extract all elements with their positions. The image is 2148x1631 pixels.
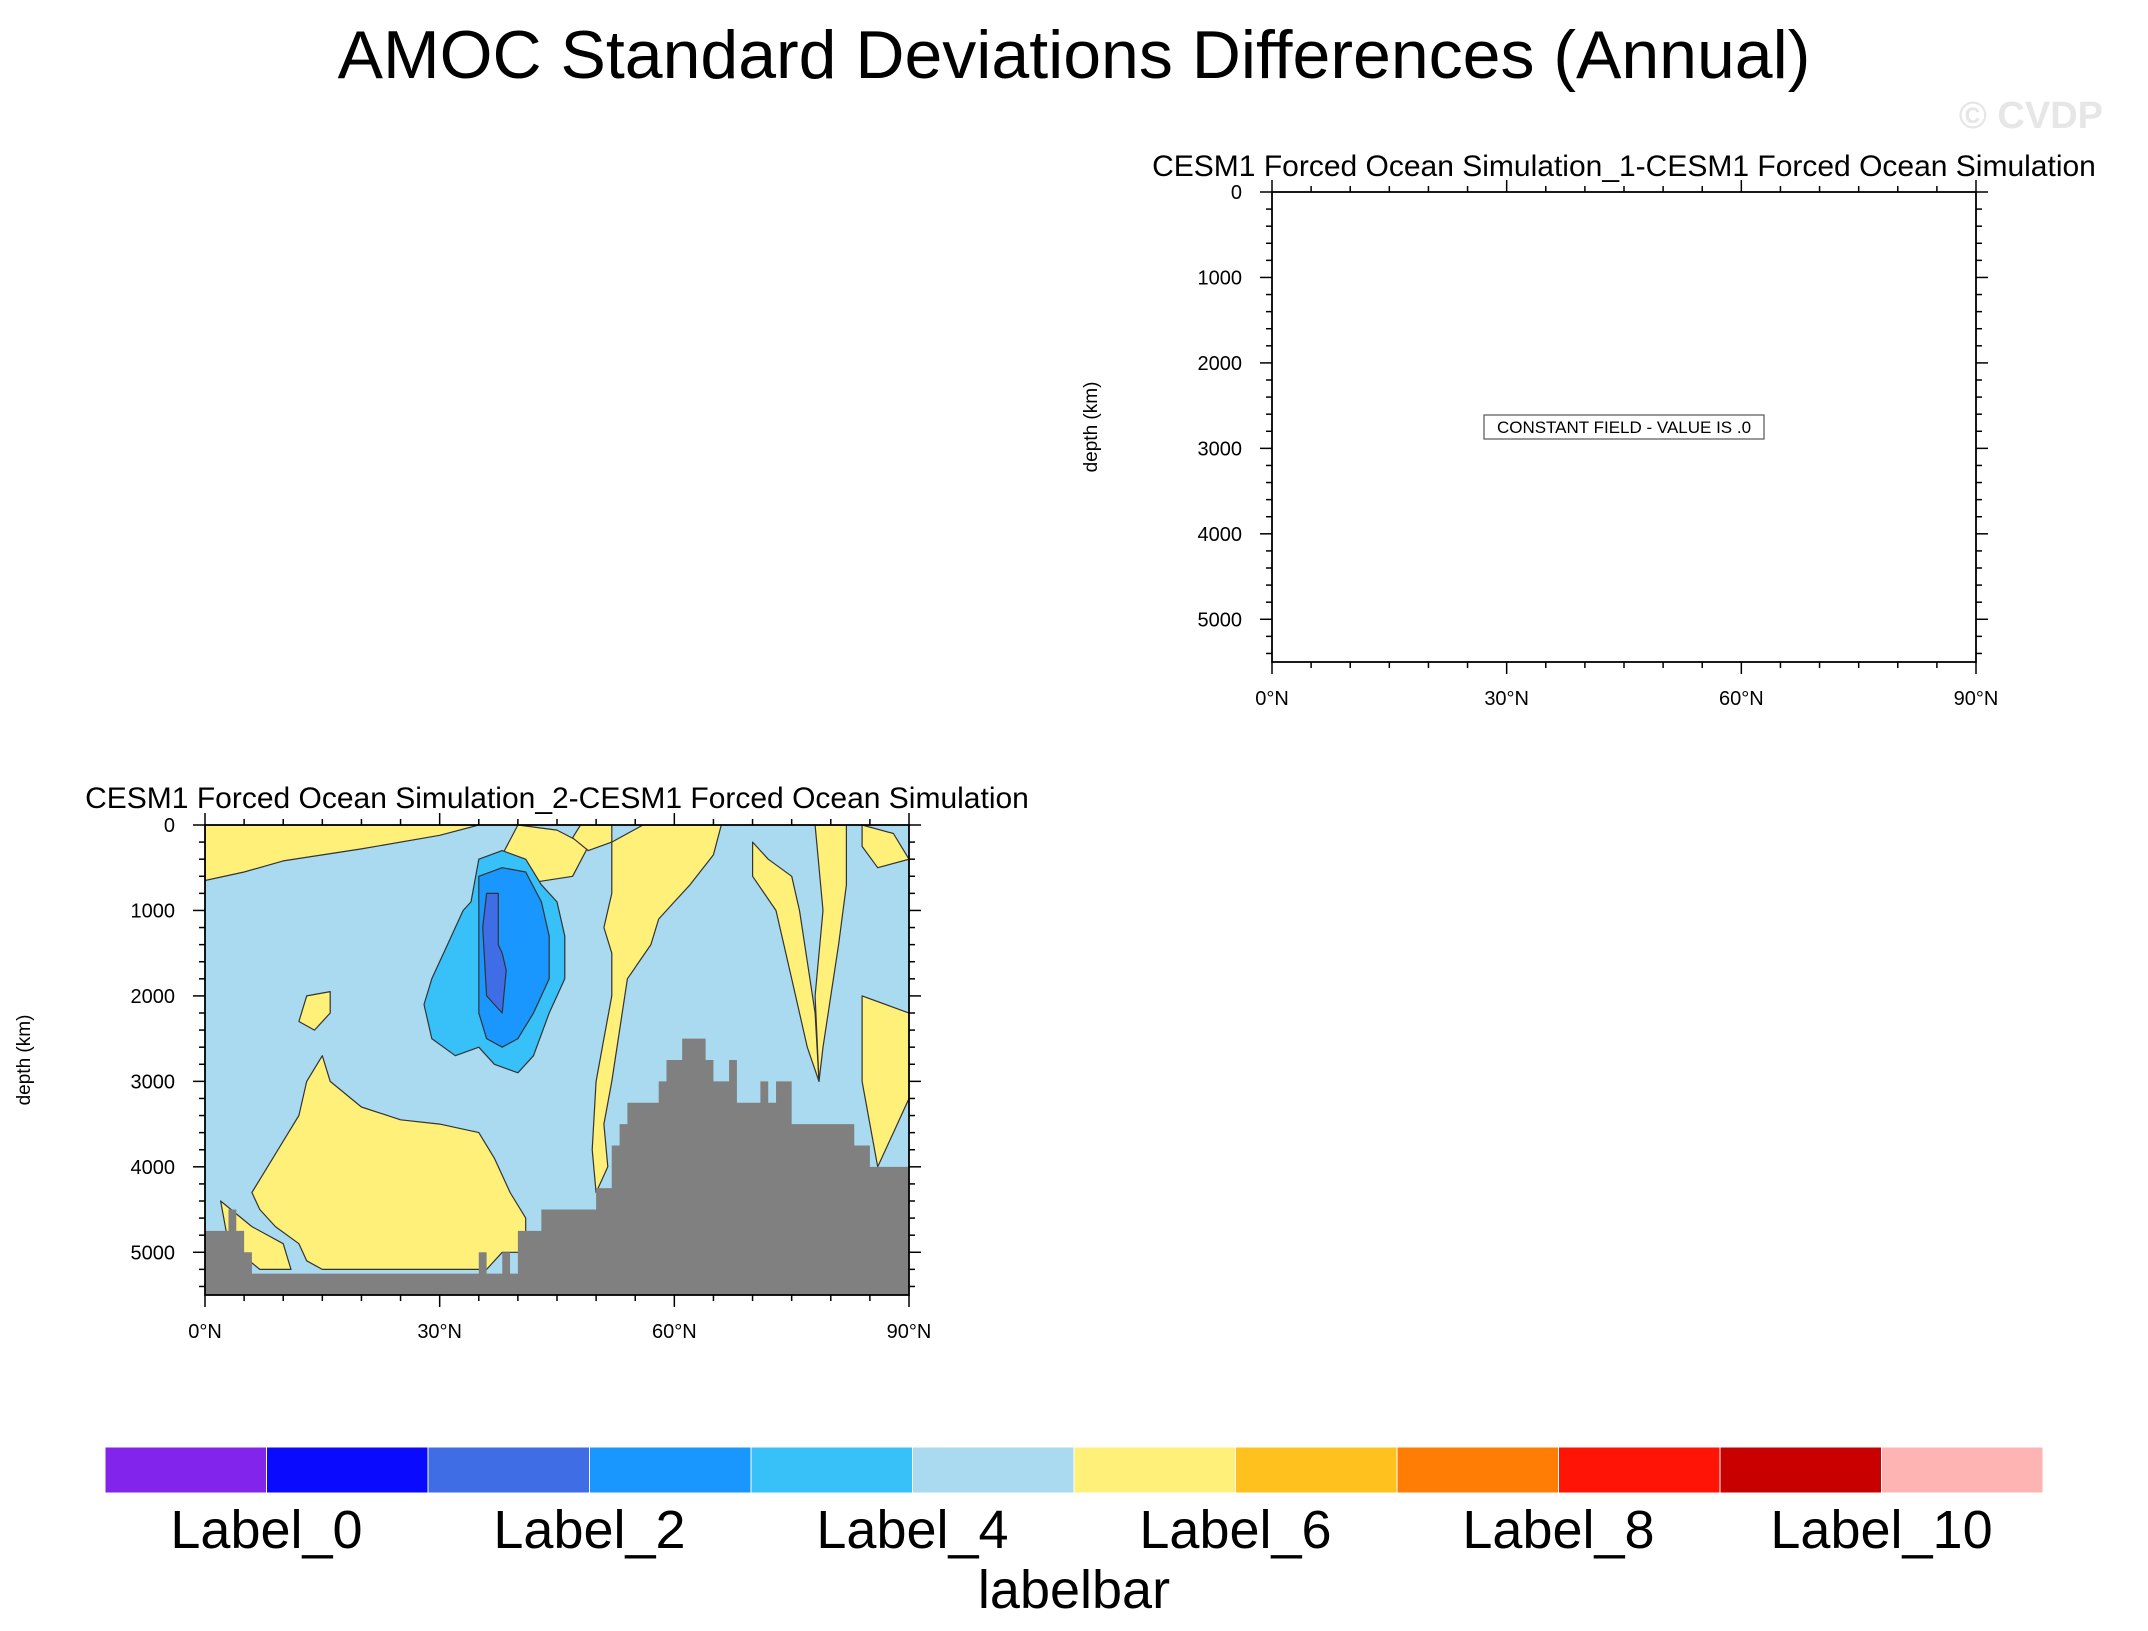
panel-2-contour-region-13 (482, 892, 507, 1014)
panel-2-contour-region-0 (205, 825, 480, 882)
panel-1-x-tick-label: 60°N (1719, 688, 1764, 710)
panel-2-x-tick-label: 90°N (887, 1321, 932, 1343)
labelbar: Label_0 Label_2 Label_4 Label_6 Label_8 Label… (104, 1446, 2044, 1620)
labelbar-boxes (104, 1446, 2044, 1494)
panel-2-y-tick-label: 3000 (131, 1071, 176, 1093)
labelbar-label: Label_2 (493, 1500, 685, 1560)
panel-1-y-tick-label: 4000 (1198, 524, 1243, 546)
panel-2-x-tick-label: 0°N (188, 1321, 222, 1343)
cvdp-watermark: © CVDP (1959, 95, 2103, 137)
panel-2-land-mask (205, 1017, 909, 1295)
labelbar-box (1073, 1446, 1236, 1494)
panel-2-tick-marks (193, 813, 921, 1307)
labelbar-box (912, 1446, 1075, 1494)
panel-1-y-tick-label: 1000 (1198, 267, 1243, 289)
panel-1: CESM1 Forced Ocean Simulation_1-CESM1 Fo… (1081, 150, 2096, 710)
panel-1-x-tick-label: 30°N (1484, 688, 1529, 710)
labelbar-box (427, 1446, 590, 1494)
labelbar-box (1719, 1446, 1882, 1494)
panel-2-contour-region-2 (571, 825, 613, 852)
panel-1-x-tick-label: 90°N (1954, 688, 1999, 710)
figure-title: AMOC Standard Deviations Differences (An… (338, 17, 1811, 93)
panel-1-y-axis-label: depth (km) (1081, 382, 1102, 473)
panel-2-y-tick-label: 1000 (131, 900, 176, 922)
labelbar-label: Label_4 (816, 1500, 1008, 1560)
labelbar-title: labelbar (978, 1560, 1170, 1620)
labelbar-label: Label_6 (1139, 1500, 1331, 1560)
panel-2-contour-region-5 (814, 825, 848, 1083)
labelbar-label: Label_0 (170, 1500, 362, 1560)
labelbar-box (266, 1446, 429, 1494)
panel-2-title: CESM1 Forced Ocean Simulation_2-CESM1 Fo… (85, 782, 1029, 815)
panel-1-x-tick-label: 0°N (1255, 688, 1289, 710)
panel-2-y-tick-label: 2000 (131, 986, 176, 1008)
labelbar-box (1396, 1446, 1559, 1494)
panel-2-contour-region-7 (861, 995, 909, 1168)
labelbar-box (1235, 1446, 1398, 1494)
labelbar-box (1558, 1446, 1721, 1494)
panel-1-constant-field-note-box (1483, 414, 1765, 440)
panel-2-contour-region-3 (591, 825, 722, 1194)
labelbar-box (750, 1446, 913, 1494)
labelbar-label: Label_10 (1770, 1500, 1992, 1560)
panel-2-y-tick-label: 0 (164, 815, 175, 837)
panel-1-title: CESM1 Forced Ocean Simulation_1-CESM1 Fo… (1152, 150, 2096, 183)
panel-2-contour-region-9 (251, 1055, 527, 1271)
labelbar-box (589, 1446, 752, 1494)
panel-1-tick-marks (1260, 180, 1988, 674)
panel-1-y-tick-label: 0 (1231, 182, 1242, 204)
labelbar-label: Label_8 (1462, 1500, 1654, 1560)
panel-1-y-tick-label: 3000 (1198, 438, 1243, 460)
panel-2-plot-area (205, 825, 909, 1295)
panel-1-constant-field-note: CONSTANT FIELD - VALUE IS .0 (1497, 418, 1751, 437)
panel-2-contour-region-6 (861, 825, 909, 869)
labelbar-box (1881, 1446, 2044, 1494)
panel-1-y-tick-label: 2000 (1198, 353, 1243, 375)
panel-2-y-tick-label: 4000 (131, 1157, 176, 1179)
labelbar-labels: Label_0 Label_2 Label_4 Label_6 Label_8 Label… (170, 1500, 1992, 1560)
panel-2-x-tick-label: 30°N (417, 1321, 462, 1343)
panel-2-contour-region-8 (298, 990, 331, 1031)
panel-1-y-tick-label: 5000 (1198, 609, 1243, 631)
panel-2-y-tick-label: 5000 (131, 1242, 176, 1264)
panel-2-y-axis-label: depth (km) (14, 1015, 35, 1106)
panel-2-x-tick-label: 60°N (652, 1321, 697, 1343)
panel-2: CESM1 Forced Ocean Simulation_2-CESM1 Fo… (14, 782, 1029, 1343)
labelbar-box (104, 1446, 267, 1494)
